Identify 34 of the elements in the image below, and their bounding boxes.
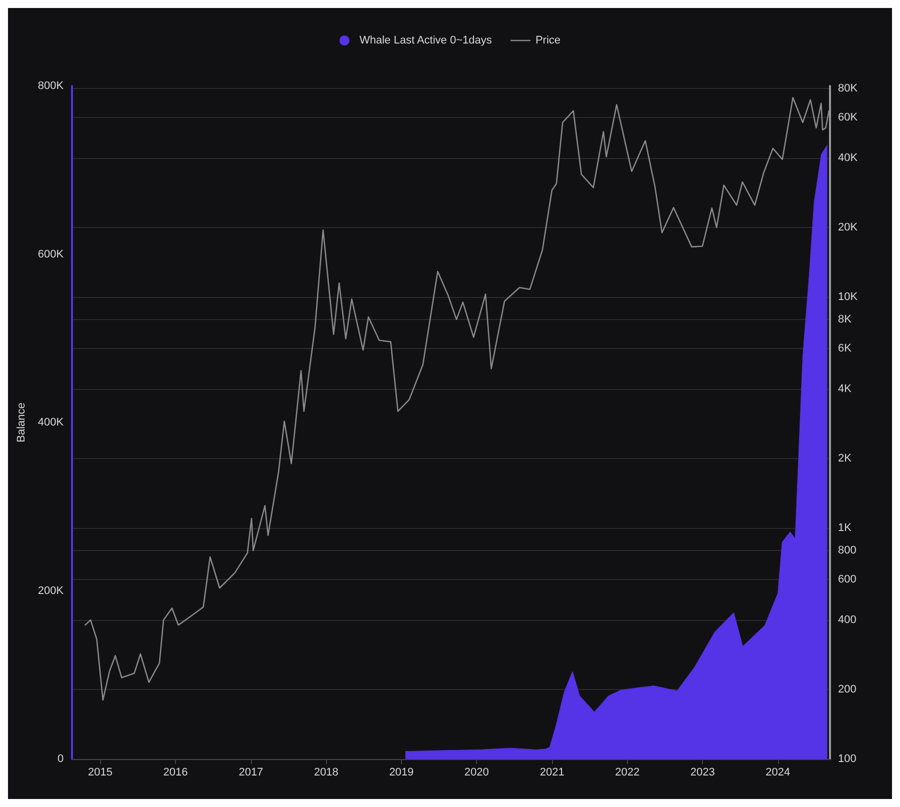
y2-tick-label: 2K	[838, 452, 852, 465]
x-tick-label: 2024	[766, 766, 790, 778]
y2-tick-label: 60K	[838, 111, 858, 124]
x-tick-label: 2017	[238, 766, 264, 778]
y2-tick-label: 200	[838, 683, 856, 696]
line-series	[84, 97, 830, 701]
x-tick-label: 2018	[314, 766, 338, 778]
y-axis-title: Balance	[16, 402, 28, 442]
x-tick-label: 2023	[690, 766, 715, 778]
y2-tick-label: 20K	[838, 222, 858, 234]
legend-label: Price	[535, 34, 561, 46]
y2-tick-label: 80K	[838, 82, 858, 94]
x-tick-label: 2016	[163, 766, 188, 778]
x-tick-label: 2022	[615, 766, 640, 778]
y-tick-label: 0	[57, 753, 64, 765]
y2-tick-label: 6K	[838, 342, 852, 354]
x-tick-label: 2021	[540, 766, 564, 778]
y2-tick-label: 10K	[838, 291, 858, 304]
y2-tick-label: 8K	[838, 313, 852, 326]
y2-tick-label: 40K	[838, 152, 858, 164]
y2-tick-label: 600	[838, 573, 856, 586]
y2-tick-label: 800	[838, 544, 856, 556]
y-tick-label: 200K	[38, 584, 64, 597]
y-tick-label: 600K	[38, 248, 64, 260]
y-tick-label: 400K	[38, 416, 64, 428]
y-tick-label: 800K	[38, 80, 64, 92]
y2-tick-label: 4K	[838, 382, 852, 395]
y2-tick-label: 100	[838, 753, 856, 765]
y2-tick-label: 1K	[838, 522, 852, 534]
y2-tick-label: 400	[838, 614, 856, 626]
x-tick-label: 2019	[389, 766, 414, 778]
legend-label: Whale Last Active 0~1days	[359, 34, 492, 46]
x-tick-label: 2020	[464, 766, 489, 778]
x-tick-label: 2015	[88, 766, 112, 778]
